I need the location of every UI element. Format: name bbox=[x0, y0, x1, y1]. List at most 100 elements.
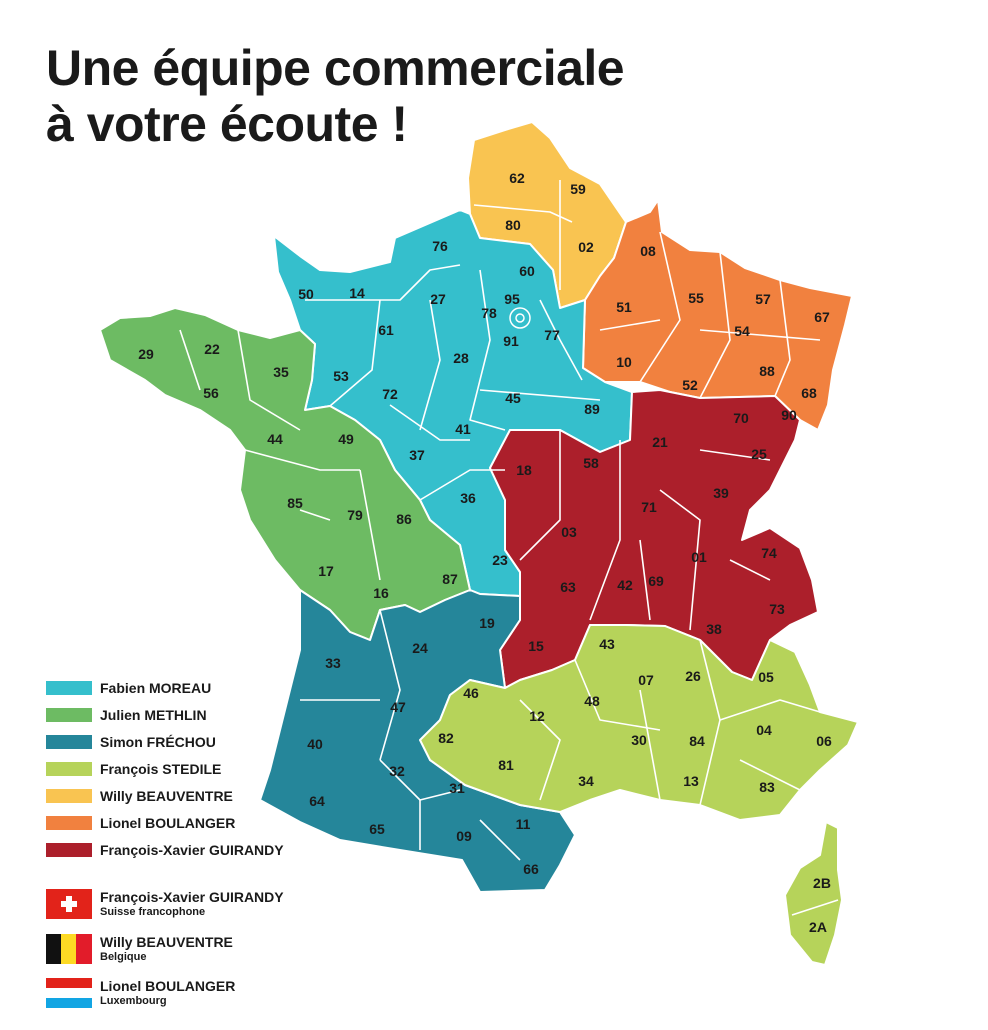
dep-50: 50 bbox=[298, 286, 314, 302]
dep-90: 90 bbox=[781, 407, 797, 423]
dep-14: 14 bbox=[349, 285, 365, 301]
department-labels: 62 59 80 02 08 76 60 50 14 27 95 78 91 7… bbox=[138, 170, 832, 935]
dep-57: 57 bbox=[755, 291, 771, 307]
intl-country: Luxembourg bbox=[100, 995, 167, 1007]
dep-79: 79 bbox=[347, 507, 363, 523]
region-francois-shape bbox=[419, 624, 859, 821]
intl-name: Willy BEAUVENTRE bbox=[100, 934, 233, 950]
dep-2B: 2B bbox=[813, 875, 831, 891]
dep-89: 89 bbox=[584, 401, 600, 417]
dep-24: 24 bbox=[412, 640, 428, 656]
dep-37: 37 bbox=[409, 447, 425, 463]
dep-19: 19 bbox=[479, 615, 495, 631]
dep-87: 87 bbox=[442, 571, 458, 587]
dep-88: 88 bbox=[759, 363, 775, 379]
dep-73: 73 bbox=[769, 601, 785, 617]
dep-60: 60 bbox=[519, 263, 535, 279]
dep-33: 33 bbox=[325, 655, 341, 671]
legend-label: Willy BEAUVENTRE bbox=[100, 788, 233, 804]
dep-25: 25 bbox=[751, 446, 767, 462]
dep-17: 17 bbox=[318, 563, 334, 579]
dep-59: 59 bbox=[570, 181, 586, 197]
intl-name: François-Xavier GUIRANDY bbox=[100, 889, 284, 905]
dep-80: 80 bbox=[505, 217, 521, 233]
dep-35: 35 bbox=[273, 364, 289, 380]
dep-13: 13 bbox=[683, 773, 699, 789]
dep-84: 84 bbox=[689, 733, 705, 749]
dep-02: 02 bbox=[578, 239, 594, 255]
dep-48: 48 bbox=[584, 693, 600, 709]
dep-21: 21 bbox=[652, 434, 668, 450]
dep-01: 01 bbox=[691, 549, 707, 565]
dep-05: 05 bbox=[758, 669, 774, 685]
dep-45: 45 bbox=[505, 390, 521, 406]
dep-26: 26 bbox=[685, 668, 701, 684]
dep-08: 08 bbox=[640, 243, 656, 259]
dep-67: 67 bbox=[814, 309, 830, 325]
dep-86: 86 bbox=[396, 511, 412, 527]
dep-36: 36 bbox=[460, 490, 476, 506]
dep-28: 28 bbox=[453, 350, 469, 366]
legend-swatch bbox=[46, 789, 92, 803]
dep-70: 70 bbox=[733, 410, 749, 426]
legend-label: François STEDILE bbox=[100, 761, 222, 777]
dep-51: 51 bbox=[616, 299, 632, 315]
dep-77: 77 bbox=[544, 327, 560, 343]
dep-12: 12 bbox=[529, 708, 545, 724]
dep-74: 74 bbox=[761, 545, 777, 561]
dep-52: 52 bbox=[682, 377, 698, 393]
dep-85: 85 bbox=[287, 495, 303, 511]
dep-71: 71 bbox=[641, 499, 657, 515]
dep-10: 10 bbox=[616, 354, 632, 370]
intl-country: Suisse francophone bbox=[100, 906, 206, 918]
dep-78: 78 bbox=[481, 305, 497, 321]
legend-label: Fabien MOREAU bbox=[100, 680, 212, 696]
dep-44: 44 bbox=[267, 431, 283, 447]
corsica-shape bbox=[784, 821, 843, 966]
switzerland-flag-icon bbox=[46, 889, 92, 919]
legend-swatch bbox=[46, 762, 92, 776]
dep-2A: 2A bbox=[809, 919, 827, 935]
department-borders bbox=[179, 180, 839, 916]
luxembourg-flag-icon bbox=[46, 978, 92, 1008]
dep-42: 42 bbox=[617, 577, 633, 593]
dep-46: 46 bbox=[463, 685, 479, 701]
title-line-1: Une équipe commerciale bbox=[46, 40, 625, 96]
intl-name: Lionel BOULANGER bbox=[100, 978, 236, 994]
dep-81: 81 bbox=[498, 757, 514, 773]
dep-68: 68 bbox=[801, 385, 817, 401]
dep-76: 76 bbox=[432, 238, 448, 254]
dep-47: 47 bbox=[390, 699, 406, 715]
dep-04: 04 bbox=[756, 722, 772, 738]
dep-41: 41 bbox=[455, 421, 471, 437]
title-line-2: à votre écoute ! bbox=[46, 96, 408, 152]
paris-inner-ring bbox=[509, 307, 531, 329]
dep-30: 30 bbox=[631, 732, 647, 748]
legend-label: Simon FRÉCHOU bbox=[100, 734, 216, 750]
dep-38: 38 bbox=[706, 621, 722, 637]
dep-27: 27 bbox=[430, 291, 446, 307]
dep-31: 31 bbox=[449, 780, 465, 796]
dep-07: 07 bbox=[638, 672, 654, 688]
dep-03: 03 bbox=[561, 524, 577, 540]
dep-09: 09 bbox=[456, 828, 472, 844]
region-francois-stedile[interactable] bbox=[419, 624, 859, 966]
legend-swatch bbox=[46, 816, 92, 830]
dep-53: 53 bbox=[333, 368, 349, 384]
dep-62: 62 bbox=[509, 170, 525, 186]
dep-55: 55 bbox=[688, 290, 704, 306]
dep-91: 91 bbox=[503, 333, 519, 349]
dep-61: 61 bbox=[378, 322, 394, 338]
intl-country: Belgique bbox=[100, 951, 147, 963]
legend-label: François-Xavier GUIRANDY bbox=[100, 842, 284, 858]
dep-39: 39 bbox=[713, 485, 729, 501]
dep-16: 16 bbox=[373, 585, 389, 601]
dep-29: 29 bbox=[138, 346, 154, 362]
dep-43: 43 bbox=[599, 636, 615, 652]
dep-23: 23 bbox=[492, 552, 508, 568]
dep-34: 34 bbox=[578, 773, 594, 789]
dep-65: 65 bbox=[369, 821, 385, 837]
dep-22: 22 bbox=[204, 341, 220, 357]
dep-58: 58 bbox=[583, 455, 599, 471]
